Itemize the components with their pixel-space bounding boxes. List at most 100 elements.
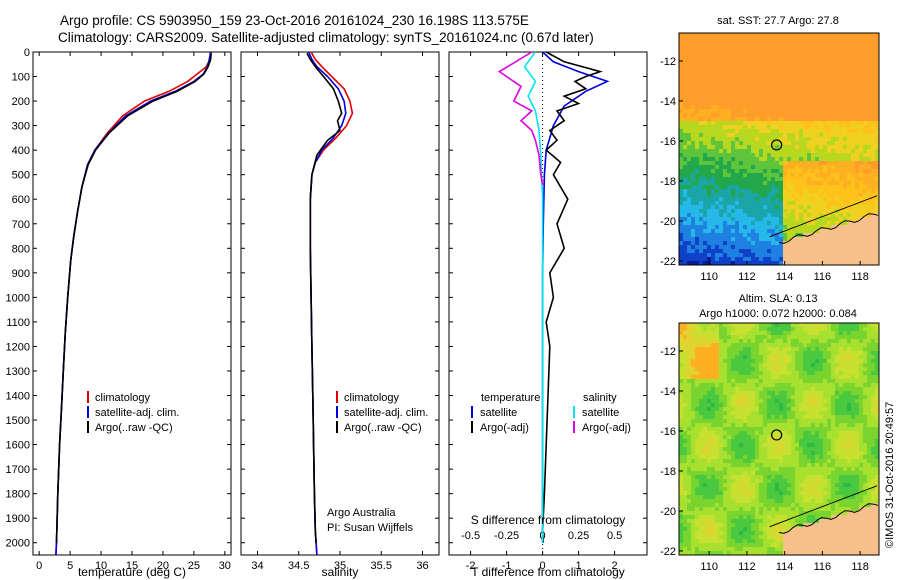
map-cell	[735, 451, 740, 456]
map-cell	[807, 447, 812, 452]
map-cell	[847, 81, 852, 86]
map-cell	[715, 73, 720, 78]
map-cell	[695, 463, 700, 468]
map-cell	[683, 133, 688, 138]
map-cell	[695, 375, 700, 380]
map-cell	[799, 121, 804, 126]
map-cell	[759, 391, 764, 396]
map-cell	[723, 105, 728, 110]
map-cell	[747, 419, 752, 424]
map-cell	[719, 359, 724, 364]
map-cell	[755, 117, 760, 122]
map-cell	[731, 331, 736, 336]
map-cell	[743, 85, 748, 90]
map-cell	[683, 339, 688, 344]
map-cell	[707, 113, 712, 118]
map-cell	[815, 217, 820, 222]
map-cell	[783, 133, 788, 138]
map-cell	[871, 379, 876, 384]
map-cell	[839, 209, 844, 214]
map-cell	[827, 245, 832, 250]
map-cell	[787, 379, 792, 384]
map-cell	[819, 133, 824, 138]
map-cell	[827, 197, 832, 202]
map-cell	[827, 141, 832, 146]
map-cell	[699, 371, 704, 376]
map-cell	[759, 343, 764, 348]
map-cell	[763, 145, 768, 150]
map-cell	[719, 161, 724, 166]
map-cell	[775, 249, 780, 254]
map-cell	[811, 145, 816, 150]
map-cell	[819, 411, 824, 416]
map-cell	[811, 169, 816, 174]
map-cell	[795, 451, 800, 456]
map-cell	[811, 45, 816, 50]
map-cell	[815, 33, 820, 38]
map-cell	[767, 141, 772, 146]
map-cell	[683, 375, 688, 380]
map-cell	[827, 229, 832, 234]
map-cell	[811, 213, 816, 218]
map-cell	[783, 45, 788, 50]
map-cell	[823, 153, 828, 158]
map-cell	[791, 121, 796, 126]
map-cell	[859, 33, 864, 38]
map-cell	[771, 201, 776, 206]
map-cell	[755, 165, 760, 170]
map-cell	[787, 177, 792, 182]
map-cell	[731, 117, 736, 122]
map-cell	[787, 145, 792, 150]
map-cell	[795, 387, 800, 392]
map-cell	[831, 387, 836, 392]
x-tick-label: 35	[334, 560, 346, 572]
map-cell	[739, 241, 744, 246]
map-cell	[735, 399, 740, 404]
map-cell	[763, 253, 768, 258]
map-cell	[767, 49, 772, 54]
map-cell	[747, 331, 752, 336]
map-cell	[823, 217, 828, 222]
map-cell	[819, 129, 824, 134]
map-cell	[719, 133, 724, 138]
map-cell	[747, 351, 752, 356]
map-cell	[711, 323, 716, 328]
map-cell	[759, 105, 764, 110]
credit-pi: PI: Susan Wijffels	[327, 522, 413, 534]
map-cell	[775, 149, 780, 154]
map-cell	[775, 407, 780, 412]
map-cell	[799, 157, 804, 162]
map-cell	[723, 233, 728, 238]
map-cell	[755, 237, 760, 242]
map-cell	[811, 415, 816, 420]
map-cell	[763, 415, 768, 420]
map-cell	[691, 447, 696, 452]
map-cell	[719, 57, 724, 62]
map-cell	[695, 261, 700, 266]
map-cell	[755, 125, 760, 130]
map-cell	[779, 173, 784, 178]
map-cell	[679, 419, 684, 424]
map-cell	[819, 169, 824, 174]
map-cell	[767, 355, 772, 360]
map-cell	[847, 221, 852, 226]
map-cell	[867, 157, 872, 162]
map-cell	[875, 93, 880, 98]
map-cell	[771, 375, 776, 380]
map-cell	[875, 403, 880, 408]
map-cell	[747, 133, 752, 138]
map-cell	[839, 383, 844, 388]
map-cell	[823, 431, 828, 436]
map-cell	[855, 49, 860, 54]
map-cell	[803, 137, 808, 142]
map-cell	[723, 455, 728, 460]
map-cell	[739, 145, 744, 150]
map-cell	[791, 97, 796, 102]
map-cell	[835, 89, 840, 94]
map-cell	[755, 241, 760, 246]
map-cell	[823, 427, 828, 432]
map-cell	[871, 217, 876, 222]
map-cell	[783, 225, 788, 230]
map-cell	[851, 411, 856, 416]
map-cell	[703, 331, 708, 336]
